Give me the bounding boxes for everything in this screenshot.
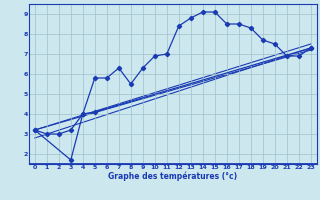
X-axis label: Graphe des températures (°c): Graphe des températures (°c) (108, 171, 237, 181)
